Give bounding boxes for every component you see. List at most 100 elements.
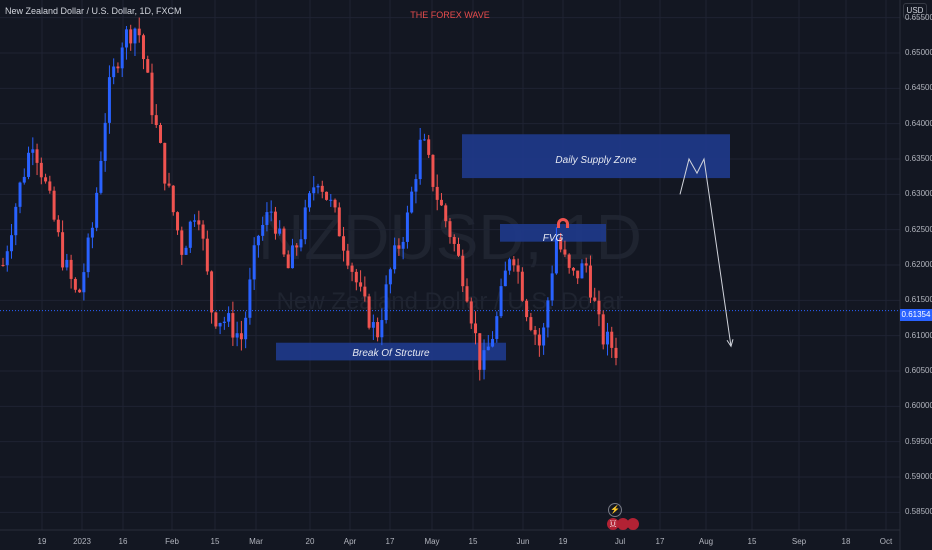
candle-body [120,47,124,69]
candle-body [533,329,537,335]
y-tick-label: 0.62000 [905,260,932,269]
candle-body [39,162,43,178]
candle-body [388,269,392,285]
candle-body [99,160,103,193]
candle-body [286,254,290,269]
candle-body [116,66,120,69]
candle-body [278,228,282,234]
x-tick-label: 17 [385,537,395,546]
candle-body [159,125,163,143]
candle-body [48,181,52,191]
candle-body [508,259,512,271]
symbol-title[interactable]: New Zealand Dollar / U.S. Dollar, 1D, FX… [5,6,182,16]
candle-body [431,154,435,187]
supply-zone-label: Daily Supply Zone [555,155,637,166]
candle-body [27,152,31,177]
candle-body [107,77,111,123]
candle-body [1,265,5,266]
candle-body [376,322,380,338]
candle-body [176,212,180,231]
candle-body [210,271,214,313]
candle-body [380,320,384,338]
candle-body [112,66,116,78]
candle-body [584,263,588,266]
candle-body [269,211,273,213]
projection-arrowhead [726,339,734,348]
candle-body [167,183,171,186]
candle-body [308,193,311,208]
us-flag-event-icon[interactable] [627,518,639,530]
candle-body [329,199,333,201]
x-tick-label: 18 [841,537,851,546]
candle-body [614,347,618,358]
candle-body [418,139,422,180]
candle-body [469,301,473,324]
candle-body [14,206,18,236]
candle-body [520,271,524,301]
candle-body [529,317,533,330]
candle-body [363,286,367,297]
candle-body [588,265,592,298]
us-flag-event-icon[interactable] [617,518,629,530]
candle-body [65,259,69,268]
y-tick-label: 0.62500 [905,224,932,234]
y-tick-label: 0.60000 [905,401,932,411]
candle-body [516,265,520,272]
x-tick-label: Jul [614,537,626,546]
x-tick-label: Apr [343,537,357,546]
candle-body [252,245,256,280]
candle-body [371,322,375,328]
candle-body [295,245,299,248]
y-tick-label: 0.65000 [905,48,932,57]
candle-body [593,297,597,301]
candle-body [342,236,346,251]
x-tick-label: Oct [879,537,893,546]
x-tick-label: Mar [249,537,263,546]
y-tick-label: 0.63000 [905,189,932,199]
candle-body [410,191,414,213]
candle-body [5,251,9,266]
candle-body [193,220,197,222]
candle-body [154,115,158,126]
candle-body [495,316,499,339]
candle-body [486,346,490,351]
candle-body [248,279,252,318]
candle-body [393,245,397,270]
x-tick-label: 19 [37,537,47,546]
candle-body [337,207,341,237]
candle-body [384,284,388,321]
candle-body [525,300,529,318]
y-tick-label: 0.63500 [905,154,932,163]
candle-body [227,313,231,322]
x-tick-label: May [424,537,440,546]
brand-title: THE FOREX WAVE [410,10,490,20]
currency-button[interactable]: USD [903,3,927,19]
candle-body [52,190,56,220]
candle-body [256,235,260,246]
x-tick-label: Sep [791,537,807,546]
candle-body [31,149,35,153]
candle-body [482,350,486,370]
candle-body [282,228,286,255]
candle-body [567,254,571,268]
y-tick-label: 0.61500 [905,295,932,305]
candle-body [137,28,141,36]
candle-body [512,259,516,266]
candle-body [218,322,222,327]
candle-body [103,122,107,161]
y-tick-label: 0.64500 [905,83,932,93]
y-tick-label: 0.59500 [905,436,932,446]
candle-body [325,191,329,200]
x-tick-label: 16 [118,537,128,546]
x-tick-label: 15 [468,537,478,546]
y-tick-label: 0.61000 [905,330,932,340]
candle-body [133,28,137,44]
us-flag-event-icon[interactable]: 🇺 [607,518,619,530]
candle-body [273,211,277,234]
lightning-icon[interactable]: ⚡ [608,503,622,517]
candle-body [435,186,439,200]
candle-body [303,207,307,240]
candle-body [95,192,99,228]
